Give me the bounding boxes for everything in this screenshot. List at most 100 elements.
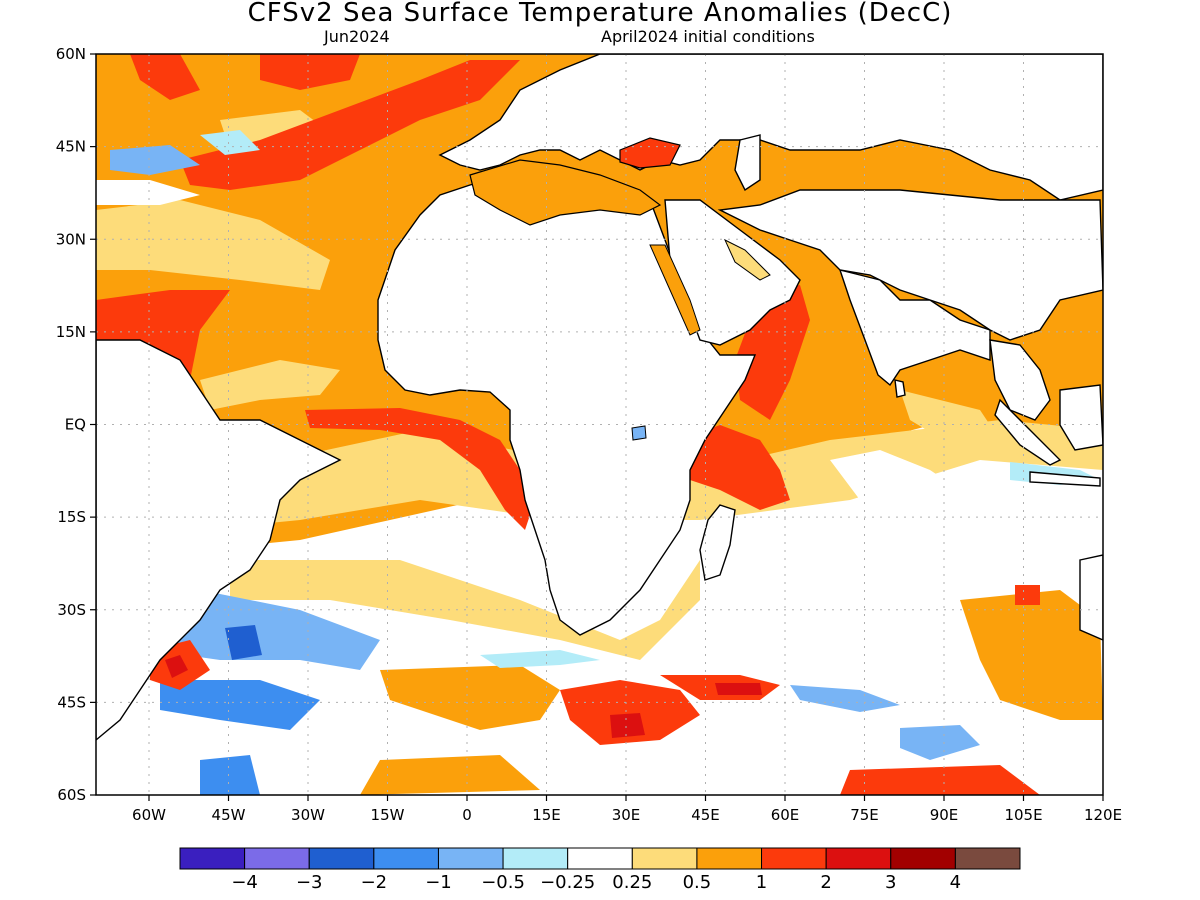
y-tick-label: 45S bbox=[57, 693, 86, 711]
x-tick-label: 30E bbox=[612, 806, 641, 824]
sw-atlantic-blue-2 bbox=[160, 680, 320, 730]
colorbar-swatch bbox=[954, 847, 1021, 870]
y-axis: 60N 45N 30N 15N EQ 15S 30S 45S 60S bbox=[56, 45, 96, 804]
grid-lines bbox=[96, 54, 1103, 795]
colorbar-swatch bbox=[631, 847, 698, 870]
y-tick-label: EQ bbox=[65, 416, 86, 434]
red-sea bbox=[649, 244, 701, 336]
lake-victoria bbox=[631, 425, 647, 441]
colorbar-label: −2 bbox=[361, 872, 388, 893]
north-atlantic-red-4 bbox=[260, 54, 360, 90]
colorbar-label: −4 bbox=[231, 872, 258, 893]
colorbar-label: 3 bbox=[885, 872, 896, 893]
eq-atlantic-yellow bbox=[200, 360, 340, 410]
colorbar-label: −0.5 bbox=[481, 872, 525, 893]
y-tick-label: 60S bbox=[57, 786, 86, 804]
y-tick-label: 15S bbox=[57, 508, 86, 526]
sw-atlantic-blue-3 bbox=[225, 625, 262, 660]
southern-light-blue-band bbox=[480, 650, 600, 668]
colorbar-label: 4 bbox=[950, 872, 961, 893]
x-tick-label: 45E bbox=[691, 806, 720, 824]
colorbar-swatch bbox=[244, 847, 310, 870]
colorbar-swatch bbox=[179, 847, 246, 870]
colorbar-label: −0.25 bbox=[540, 872, 595, 893]
madagascar-land bbox=[699, 504, 736, 581]
sumatra-land bbox=[994, 398, 1062, 466]
x-tick-label: 0 bbox=[462, 806, 472, 824]
southern-blue-band-2 bbox=[900, 725, 980, 760]
india-land bbox=[838, 269, 991, 387]
eq-atlantic-red bbox=[305, 408, 535, 530]
colorbar-swatch bbox=[373, 847, 439, 870]
north-atlantic-blue bbox=[110, 145, 200, 175]
map-title: CFSv2 Sea Surface Temperature Anomalies … bbox=[247, 0, 953, 28]
southern-orange-bottom bbox=[360, 755, 540, 795]
colorbar-swatch bbox=[761, 847, 827, 870]
north-atlantic-red-1 bbox=[96, 290, 230, 380]
x-tick-label: 60E bbox=[771, 806, 800, 824]
colorbar: −4 −3 −2 −1 −0.5 −0.25 0.25 0.5 1 2 3 4 bbox=[179, 847, 1021, 893]
colorbar-label: 2 bbox=[820, 872, 831, 893]
indian-ocean-yellow bbox=[900, 390, 1000, 450]
caspian-sea bbox=[734, 134, 761, 192]
borneo-land bbox=[1059, 384, 1103, 451]
y-tick-label: 30S bbox=[57, 601, 86, 619]
indian-ocean-white bbox=[830, 450, 960, 510]
somali-red bbox=[680, 425, 790, 510]
y-tick-label: 15N bbox=[56, 323, 86, 341]
colorbar-swatch bbox=[696, 847, 763, 870]
x-tick-label: 90E bbox=[930, 806, 959, 824]
y-tick-label: 30N bbox=[56, 230, 86, 248]
colorbar-swatch bbox=[825, 847, 892, 870]
colorbar-label: 0.5 bbox=[683, 872, 712, 893]
valid-month-label: Jun2024 bbox=[324, 27, 390, 46]
colorbar-label: 0.25 bbox=[612, 872, 652, 893]
x-tick-label: 105E bbox=[1004, 806, 1042, 824]
x-tick-label: 60W bbox=[132, 806, 166, 824]
colorbar-label: −1 bbox=[425, 872, 452, 893]
southern-orange-east bbox=[960, 590, 1103, 720]
x-tick-label: 15E bbox=[532, 806, 561, 824]
sri-lanka-land bbox=[894, 379, 906, 398]
x-axis: 60W 45W 30W 15W 0 15E 30E 45E 60E 75E 90E 105E 120E bbox=[132, 795, 1122, 824]
x-tick-label: 45W bbox=[212, 806, 246, 824]
colorbar-swatch bbox=[567, 847, 633, 870]
se-asia-land bbox=[989, 339, 1051, 421]
x-tick-label: 75E bbox=[850, 806, 879, 824]
mediterranean-sea bbox=[469, 159, 662, 226]
south-america-land bbox=[96, 339, 342, 741]
australia-land bbox=[1079, 554, 1103, 641]
x-tick-label: 30W bbox=[291, 806, 325, 824]
sw-atlantic-blue-4 bbox=[200, 755, 260, 795]
southern-dark-red-1 bbox=[610, 713, 645, 738]
southern-red-bottom bbox=[840, 765, 1040, 795]
landmasses bbox=[96, 54, 1103, 741]
southern-dark-red-2 bbox=[715, 683, 762, 695]
colorbar-swatch bbox=[308, 847, 375, 870]
y-tick-label: 45N bbox=[56, 138, 86, 156]
x-tick-label: 120E bbox=[1084, 806, 1122, 824]
southern-blue-band bbox=[790, 685, 900, 712]
north-atlantic-red-3 bbox=[130, 54, 200, 100]
colorbar-swatch bbox=[502, 847, 569, 870]
colorbar-label: 1 bbox=[756, 872, 767, 893]
falklands-dark-red bbox=[165, 655, 188, 678]
y-tick-label: 60N bbox=[56, 45, 86, 63]
persian-gulf bbox=[723, 238, 771, 281]
north-atlantic-light-blue bbox=[200, 130, 260, 155]
north-atlantic-red-2 bbox=[180, 60, 520, 190]
north-atlantic-yellow-1 bbox=[96, 200, 330, 290]
asia-land bbox=[717, 189, 1103, 341]
java-land bbox=[1029, 471, 1101, 487]
colorbar-swatch bbox=[890, 847, 956, 870]
north-atlantic-white bbox=[96, 180, 200, 205]
x-tick-label: 15W bbox=[371, 806, 405, 824]
colorbar-label: −3 bbox=[296, 872, 323, 893]
southern-red-1 bbox=[560, 680, 700, 745]
plot-area bbox=[96, 54, 1103, 795]
black-sea bbox=[619, 137, 681, 169]
southern-red-east bbox=[1015, 585, 1040, 605]
southern-orange-band bbox=[380, 665, 560, 730]
colorbar-swatch bbox=[437, 847, 504, 870]
